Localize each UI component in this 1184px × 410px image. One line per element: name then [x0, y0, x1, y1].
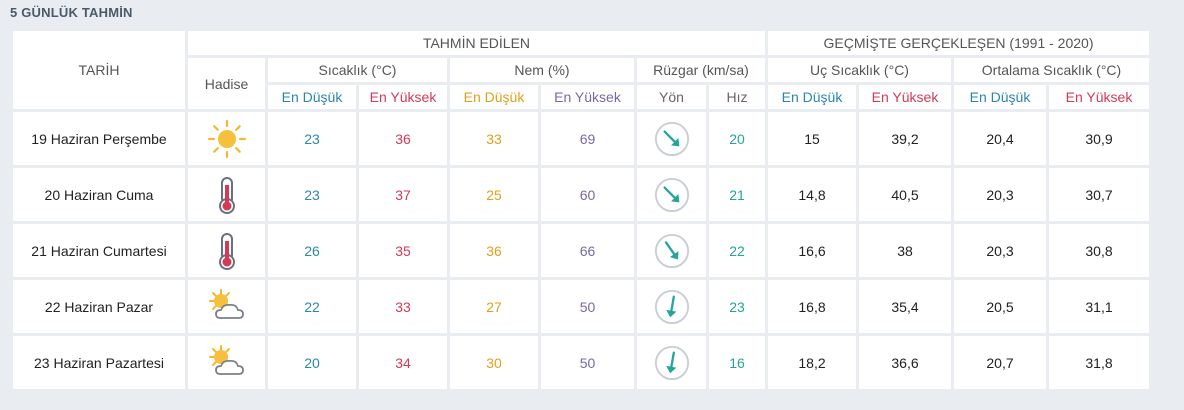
wind-speed-cell: 21 — [709, 168, 765, 221]
date-cell: 19 Haziran Perşembe — [13, 112, 185, 165]
sun-icon — [207, 119, 246, 158]
humidity-min-cell: 27 — [450, 280, 538, 333]
average-max-cell: 30,8 — [1049, 224, 1149, 277]
extreme-max-cell: 40,5 — [859, 168, 951, 221]
humidity-min-header: En Düşük — [450, 85, 538, 109]
temp-min-cell: 23 — [268, 168, 356, 221]
extreme-max-cell: 36,6 — [859, 336, 951, 389]
temperature-header: Sıcaklık (°C) — [268, 58, 447, 82]
wind-speed-cell: 23 — [709, 280, 765, 333]
humidity-max-cell: 69 — [541, 112, 634, 165]
wind-direction-cell — [637, 112, 706, 165]
average-max-cell: 31,8 — [1049, 336, 1149, 389]
humidity-header: Nem (%) — [450, 58, 634, 82]
temp-max-cell: 37 — [359, 168, 447, 221]
extreme-min-cell: 18,2 — [768, 336, 856, 389]
humidity-max-cell: 50 — [541, 336, 634, 389]
wind-direction-header: Yön — [637, 85, 706, 109]
wind-speed-cell: 20 — [709, 112, 765, 165]
humidity-max-cell: 50 — [541, 280, 634, 333]
hadise-header: Hadise — [188, 58, 265, 109]
average-max-cell: 30,9 — [1049, 112, 1149, 165]
humidity-max-cell: 66 — [541, 224, 634, 277]
temp-max-header: En Yüksek — [359, 85, 447, 109]
temp-min-header: En Düşük — [268, 85, 356, 109]
partly-cloudy-icon — [208, 288, 244, 319]
temp-min-cell: 22 — [268, 280, 356, 333]
thermometer-hot-icon — [218, 232, 235, 270]
wind-speed-cell: 16 — [709, 336, 765, 389]
temp-max-cell: 35 — [359, 224, 447, 277]
date-cell: 22 Haziran Pazar — [13, 280, 185, 333]
average-max-cell: 31,1 — [1049, 280, 1149, 333]
weather-icon-cell — [188, 224, 265, 277]
forecast-table: TARİH TAHMİN EDİLEN GEÇMİŞTE GERÇEKLEŞEN… — [10, 28, 1152, 392]
extreme-max-cell: 39,2 — [859, 112, 951, 165]
extreme-min-header: En Düşük — [768, 85, 856, 109]
average-min-cell: 20,3 — [954, 168, 1046, 221]
temp-min-cell: 20 — [268, 336, 356, 389]
date-cell: 23 Haziran Pazartesi — [13, 336, 185, 389]
extreme-temperature-header: Uç Sıcaklık (°C) — [768, 58, 951, 82]
wind-arrow-icon — [654, 289, 689, 324]
wind-arrow-icon — [654, 233, 689, 268]
wind-arrow-icon — [654, 121, 689, 156]
wind-arrow-icon — [654, 177, 689, 212]
wind-speed-header: Hız — [709, 85, 765, 109]
wind-direction-cell — [637, 280, 706, 333]
average-min-cell: 20,5 — [954, 280, 1046, 333]
weather-icon-cell — [188, 112, 265, 165]
humidity-max-header: En Yüksek — [541, 85, 634, 109]
humidity-min-cell: 36 — [450, 224, 538, 277]
temp-max-cell: 33 — [359, 280, 447, 333]
weather-icon-cell — [188, 280, 265, 333]
partly-cloudy-icon — [208, 344, 244, 375]
temp-max-cell: 36 — [359, 112, 447, 165]
humidity-min-cell: 25 — [450, 168, 538, 221]
wind-header: Rüzgar (km/sa) — [637, 58, 765, 82]
extreme-min-cell: 14,8 — [768, 168, 856, 221]
extreme-max-cell: 35,4 — [859, 280, 951, 333]
extreme-max-cell: 38 — [859, 224, 951, 277]
forecast-row: 22 Haziran Pazar 22 33 27 50 23 16,8 35,4 20,5 31… — [13, 280, 1149, 333]
history-group-header: GEÇMİŞTE GERÇEKLEŞEN (1991 - 2020) — [768, 31, 1149, 55]
date-column-header: TARİH — [13, 31, 185, 109]
temp-min-cell: 26 — [268, 224, 356, 277]
weather-icon-cell — [188, 168, 265, 221]
thermometer-hot-icon — [218, 176, 235, 214]
average-min-cell: 20,3 — [954, 224, 1046, 277]
section-title: 5 GÜNLÜK TAHMİN — [10, 5, 133, 20]
wind-direction-cell — [637, 168, 706, 221]
average-min-header: En Düşük — [954, 85, 1046, 109]
forecast-row: 20 Haziran Cuma 23 37 25 60 21 14,8 40,5 20,3 30,… — [13, 168, 1149, 221]
forecast-row: 21 Haziran Cumartesi 26 35 36 66 22 16,6 38 20,3… — [13, 224, 1149, 277]
extreme-min-cell: 15 — [768, 112, 856, 165]
humidity-min-cell: 33 — [450, 112, 538, 165]
wind-arrow-icon — [654, 345, 689, 380]
extreme-min-cell: 16,6 — [768, 224, 856, 277]
temp-max-cell: 34 — [359, 336, 447, 389]
date-cell: 21 Haziran Cumartesi — [13, 224, 185, 277]
temp-min-cell: 23 — [268, 112, 356, 165]
average-min-cell: 20,7 — [954, 336, 1046, 389]
wind-direction-cell — [637, 224, 706, 277]
wind-speed-cell: 22 — [709, 224, 765, 277]
average-temperature-header: Ortalama Sıcaklık (°C) — [954, 58, 1149, 82]
average-max-header: En Yüksek — [1049, 85, 1149, 109]
forecast-group-header: TAHMİN EDİLEN — [188, 31, 765, 55]
humidity-min-cell: 30 — [450, 336, 538, 389]
forecast-row: 19 Haziran Perşembe 23 36 33 69 20 15 39,2 20,4 3… — [13, 112, 1149, 165]
wind-direction-cell — [637, 336, 706, 389]
date-cell: 20 Haziran Cuma — [13, 168, 185, 221]
average-max-cell: 30,7 — [1049, 168, 1149, 221]
average-min-cell: 20,4 — [954, 112, 1046, 165]
extreme-min-cell: 16,8 — [768, 280, 856, 333]
extreme-max-header: En Yüksek — [859, 85, 951, 109]
forecast-row: 23 Haziran Pazartesi 20 34 30 50 16 18,2 36,6 20… — [13, 336, 1149, 389]
weather-icon-cell — [188, 336, 265, 389]
humidity-max-cell: 60 — [541, 168, 634, 221]
